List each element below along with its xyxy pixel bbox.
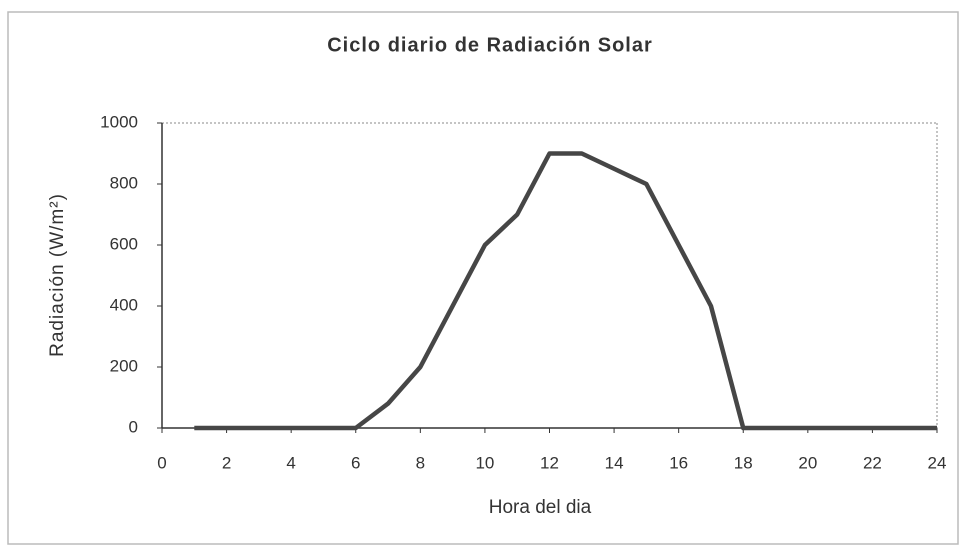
chart-frame [7,11,959,545]
x-tick-label: 0 [157,453,166,472]
y-tick-label: 200 [110,356,138,375]
y-tick-label: 800 [110,173,138,192]
x-tick-label: 4 [286,453,295,472]
chart-title: Ciclo diario de Radiación Solar [327,34,653,56]
x-tick-label: 22 [863,453,882,472]
x-tick-label: 16 [669,453,688,472]
x-tick-label: 18 [734,453,753,472]
x-tick-label: 2 [222,453,231,472]
y-tick-label: 1000 [100,112,138,131]
y-axis-label: Radiación (W/m²) [47,193,68,357]
x-tick-label: 6 [351,453,360,472]
x-tick-label: 24 [928,453,947,472]
y-tick-label: 600 [110,234,138,253]
x-tick-label: 10 [475,453,494,472]
x-tick-label: 12 [540,453,559,472]
x-tick-label: 20 [798,453,817,472]
y-tick-label: 400 [110,295,138,314]
x-tick-label: 8 [416,453,425,472]
x-axis-label: Hora del dia [489,497,592,518]
y-tick-label: 0 [129,417,138,436]
x-tick-label: 14 [605,453,624,472]
data-line [194,151,937,431]
